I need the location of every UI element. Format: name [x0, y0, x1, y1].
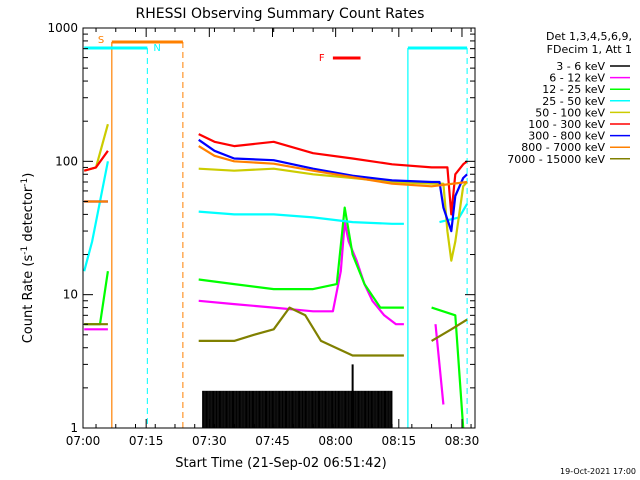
- legend-header-decimation: FDecim 1, Att 1: [547, 43, 632, 56]
- series-line: [198, 306, 404, 357]
- plot-frame: [82, 27, 476, 429]
- series-8: [84, 306, 468, 357]
- y-tick-label: 1000: [47, 21, 78, 35]
- series-4: [83, 123, 468, 262]
- legend-entry-label: 800 - 7000 keV: [521, 141, 605, 154]
- axes: 1 10 100 1000 07:00 07:15 07:30 07:45 08:00 08:15…: [47, 21, 479, 448]
- x-axis-label: Start Time (21-Sep-02 06:51:42): [175, 456, 386, 471]
- legend-entry-label: 7000 - 15000 keV: [507, 153, 605, 166]
- y-axis-label: Count Rate (s-1 detector-1): [20, 173, 36, 344]
- series-line: [431, 318, 468, 342]
- legend-header-detectors: Det 1,3,4,5,6,9,: [546, 30, 632, 43]
- series-line: [431, 306, 465, 429]
- series-line: [83, 150, 109, 172]
- y-tick-label: 100: [55, 154, 78, 168]
- y-tick-label: 10: [63, 288, 78, 302]
- series-line: [198, 133, 468, 216]
- series-line: [84, 271, 109, 326]
- series-1: [84, 221, 445, 405]
- series-line: [198, 145, 468, 188]
- legend-entry-label: 3 - 6 keV: [556, 60, 605, 73]
- chart-title: RHESSI Observing Summary Count Rates: [136, 6, 425, 22]
- x-tick-label: 08:15: [382, 434, 417, 448]
- legend-entry-label: 100 - 300 keV: [528, 118, 605, 131]
- x-tick-label: 07:45: [255, 434, 290, 448]
- series-line: [198, 167, 468, 262]
- flare-label: F: [319, 53, 325, 64]
- saa-label: S: [98, 35, 104, 46]
- night-label: N: [153, 43, 160, 54]
- series-line: [198, 210, 404, 225]
- y-tick-label: 1: [70, 421, 78, 435]
- x-tick-label: 08:30: [445, 434, 480, 448]
- x-tick-label: 07:00: [66, 434, 101, 448]
- plot-area: S N F: [83, 35, 469, 429]
- series-line: [198, 138, 468, 233]
- x-tick-label: 07:15: [129, 434, 164, 448]
- x-tick-label: 07:30: [192, 434, 227, 448]
- timestamp: 19-Oct-2021 17:00: [560, 467, 636, 476]
- series-line: [198, 221, 404, 326]
- legend-entry-label: 50 - 100 keV: [535, 106, 605, 119]
- series-line: [83, 161, 109, 272]
- series-line: [83, 123, 109, 172]
- legend: Det 1,3,4,5,6,9, FDecim 1, Att 1 3 - 6 k…: [507, 30, 632, 166]
- legend-entry-label: 12 - 25 keV: [542, 83, 605, 96]
- x-tick-label: 08:00: [318, 434, 353, 448]
- series-line: [198, 206, 404, 309]
- legend-entry-label: 300 - 800 keV: [528, 130, 605, 143]
- legend-entry-label: 6 - 12 keV: [549, 72, 605, 85]
- legend-entry-label: 25 - 50 keV: [542, 95, 605, 108]
- series-7: [84, 145, 468, 203]
- series-3: [83, 161, 469, 272]
- series-5: [83, 133, 468, 216]
- series-0: [202, 364, 393, 428]
